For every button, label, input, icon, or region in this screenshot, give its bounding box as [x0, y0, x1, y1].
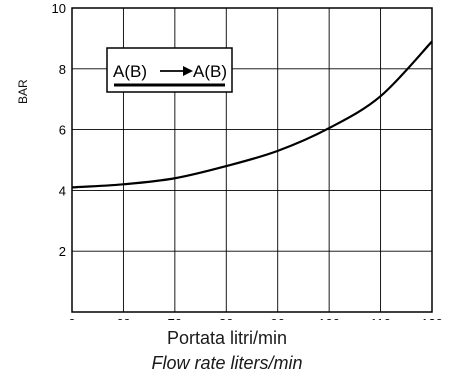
y-axis-label: BAR — [16, 79, 30, 104]
y-tick-label: 4 — [59, 183, 66, 198]
x-tick-label: 110 — [370, 316, 391, 320]
y-tick-label: 10 — [52, 1, 66, 16]
legend-arrow-head-icon — [183, 66, 193, 76]
legend-from-label: A(B) — [113, 62, 147, 81]
pressure-flow-chart: 0 60 70 80 90 100 110 120 2 4 6 8 10 A(B) A(B) — [52, 1, 443, 320]
y-tick-label: 6 — [59, 123, 66, 138]
x-axis-sublabel: Flow rate liters/min — [151, 353, 303, 373]
x-axis-label: Portata litri/min — [166, 328, 288, 348]
x-tick-label: 120 — [421, 316, 443, 320]
tick-labels: 0 60 70 80 90 100 110 120 2 4 6 8 10 — [52, 1, 443, 320]
x-tick-label: 80 — [219, 316, 233, 320]
y-tick-label: 8 — [59, 62, 66, 77]
legend-box: A(B) A(B) — [106, 47, 233, 93]
x-tick-label: 70 — [168, 316, 182, 320]
plot-frame — [71, 7, 433, 313]
x-tick-label: 100 — [318, 316, 340, 320]
series-line — [71, 40, 433, 189]
x-tick-label: 90 — [270, 316, 284, 320]
legend-to-label: A(B) — [193, 62, 227, 81]
y-tick-label: 2 — [59, 244, 66, 259]
x-tick-label: 0 — [68, 316, 75, 320]
x-tick-label: 60 — [116, 316, 130, 320]
